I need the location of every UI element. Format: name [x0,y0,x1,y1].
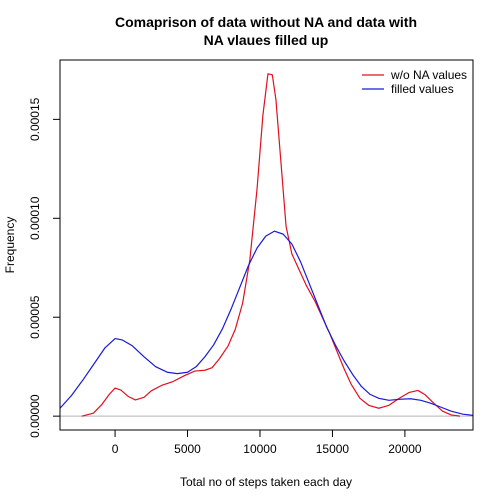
x-axis: 0 5000 10000 15000 20000 [112,429,422,456]
y-tick-label: 0.00005 [28,295,42,339]
x-tick-label: 0 [112,442,119,456]
y-axis: 0.00000 0.00005 0.00010 0.00015 [28,97,61,438]
x-tick-label: 10000 [243,442,277,456]
y-tick-label: 0.00015 [28,97,42,141]
legend-label-filled: filled values [391,82,454,96]
series-line-0 [81,73,461,417]
x-tick-label: 20000 [388,442,422,456]
legend: w/o NA values filled values [362,68,467,96]
plot-frame [59,59,474,431]
legend-label-wo-na: w/o NA values [390,68,467,82]
x-tick-label: 15000 [316,442,350,456]
y-tick-label: 0.00010 [28,196,42,240]
x-axis-label: Total no of steps taken each day [180,475,352,489]
x-tick-label: 5000 [174,442,201,456]
chart-title-line-2: NA vlaues filled up [204,32,329,48]
series-line-1 [59,230,474,416]
series-layer [59,73,474,417]
chart-title-line-1: Comaprison of data without NA and data w… [115,14,417,30]
y-axis-label: Frequency [3,217,17,274]
y-tick-label: 0.00000 [28,394,42,438]
